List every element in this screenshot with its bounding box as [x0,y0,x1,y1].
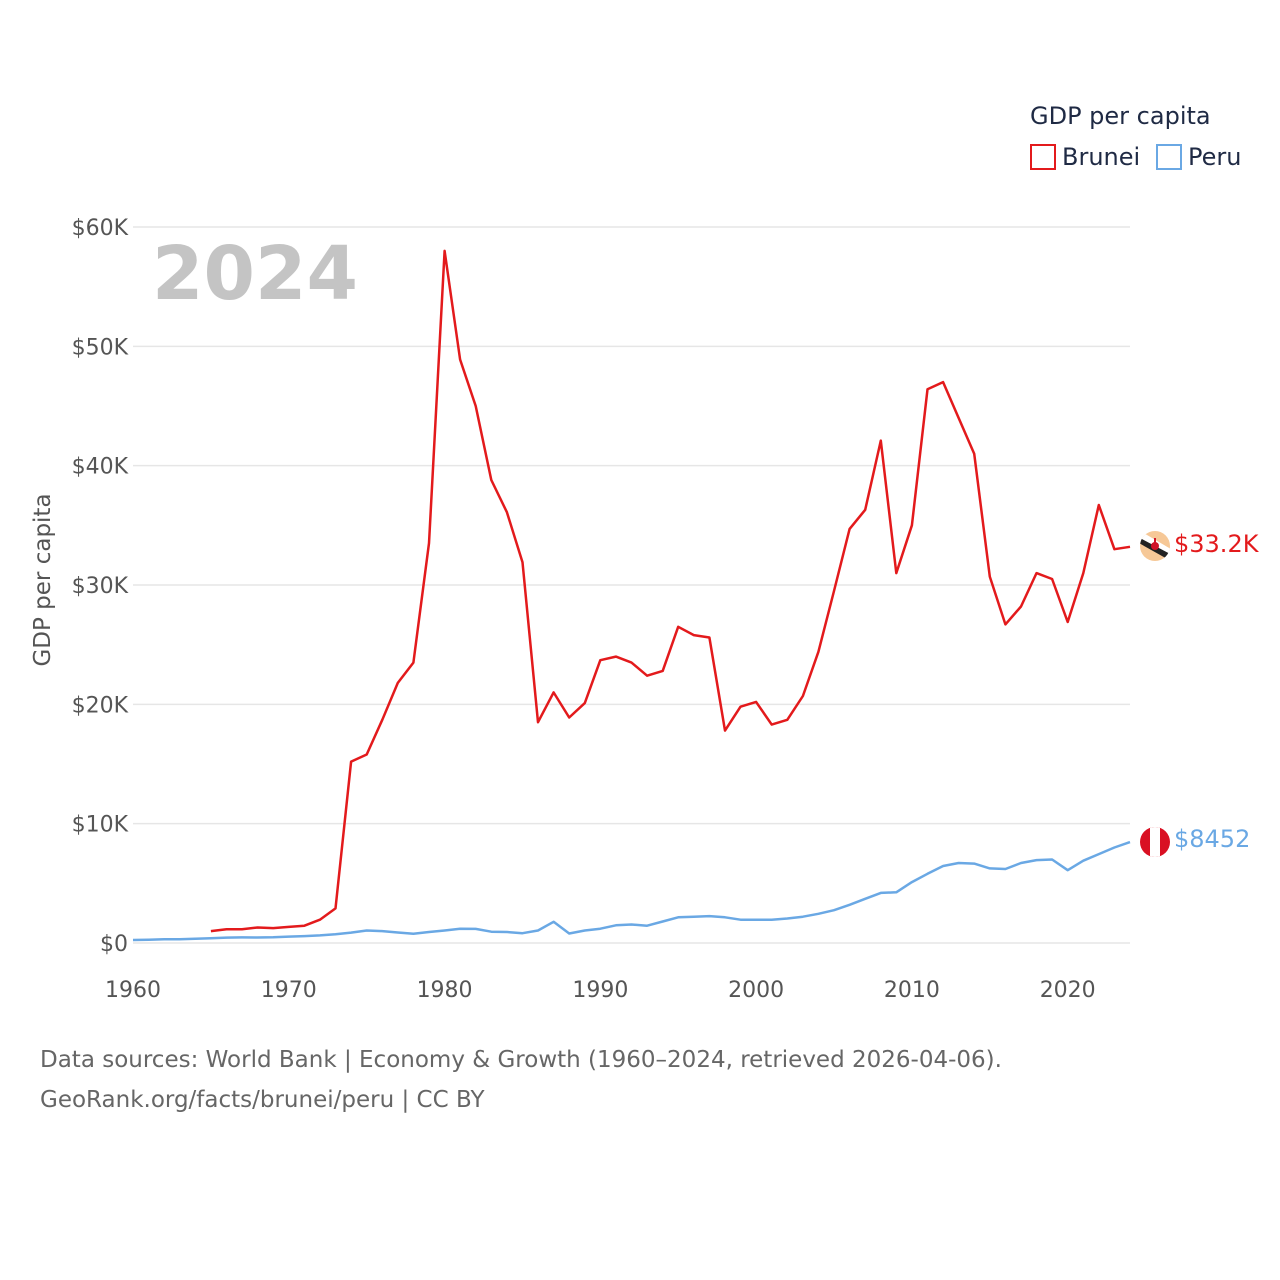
source-line-data: Data sources: World Bank | Economy & Gro… [40,1047,1002,1073]
y-axis-ticks: $0 $10K $20K $30K $40K $50K $60K [72,216,129,957]
brunei-flag-icon [1140,531,1170,561]
source-note: Data sources: World Bank | Economy & Gro… [40,1040,1240,1120]
x-tick-label: 2000 [728,978,784,1003]
x-axis-ticks: 1960 1970 1980 1990 2000 2010 2020 [105,978,1096,1003]
x-tick-label: 2010 [884,978,940,1003]
brunei-end-label: $33.2K [1174,530,1260,558]
y-tick-label: $20K [72,693,129,718]
series-lines [132,249,1131,942]
legend-swatch-peru [1156,144,1182,170]
peru-flag-icon [1140,827,1170,857]
x-tick-label: 1970 [261,978,317,1003]
y-axis-title: GDP per capita [30,493,56,666]
legend: GDP per capita Brunei Peru [1030,102,1241,171]
x-tick-label: 1980 [417,978,473,1003]
source-line-credit[interactable]: GeoRank.org/facts/brunei/peru | CC BY [40,1087,485,1113]
year-watermark: 2024 [152,231,358,317]
series-line-brunei [210,249,1131,933]
y-tick-label: $40K [72,455,129,480]
legend-label-brunei: Brunei [1062,143,1140,171]
legend-item-peru[interactable]: Peru [1156,143,1241,171]
legend-item-brunei[interactable]: Brunei [1030,143,1140,171]
y-tick-label: $30K [72,574,129,599]
y-tick-label: $60K [72,216,129,241]
legend-title: GDP per capita [1030,102,1211,130]
gridlines [133,226,1130,944]
legend-label-peru: Peru [1188,143,1241,171]
x-tick-label: 2020 [1040,978,1096,1003]
x-tick-label: 1990 [572,978,628,1003]
series-line-peru [132,840,1131,942]
y-tick-label: $50K [72,335,129,360]
legend-swatch-brunei [1030,144,1056,170]
y-tick-label: $10K [72,813,129,838]
y-tick-label: $0 [100,932,128,957]
peru-end-label: $8452 [1174,825,1250,853]
x-tick-label: 1960 [105,978,161,1003]
